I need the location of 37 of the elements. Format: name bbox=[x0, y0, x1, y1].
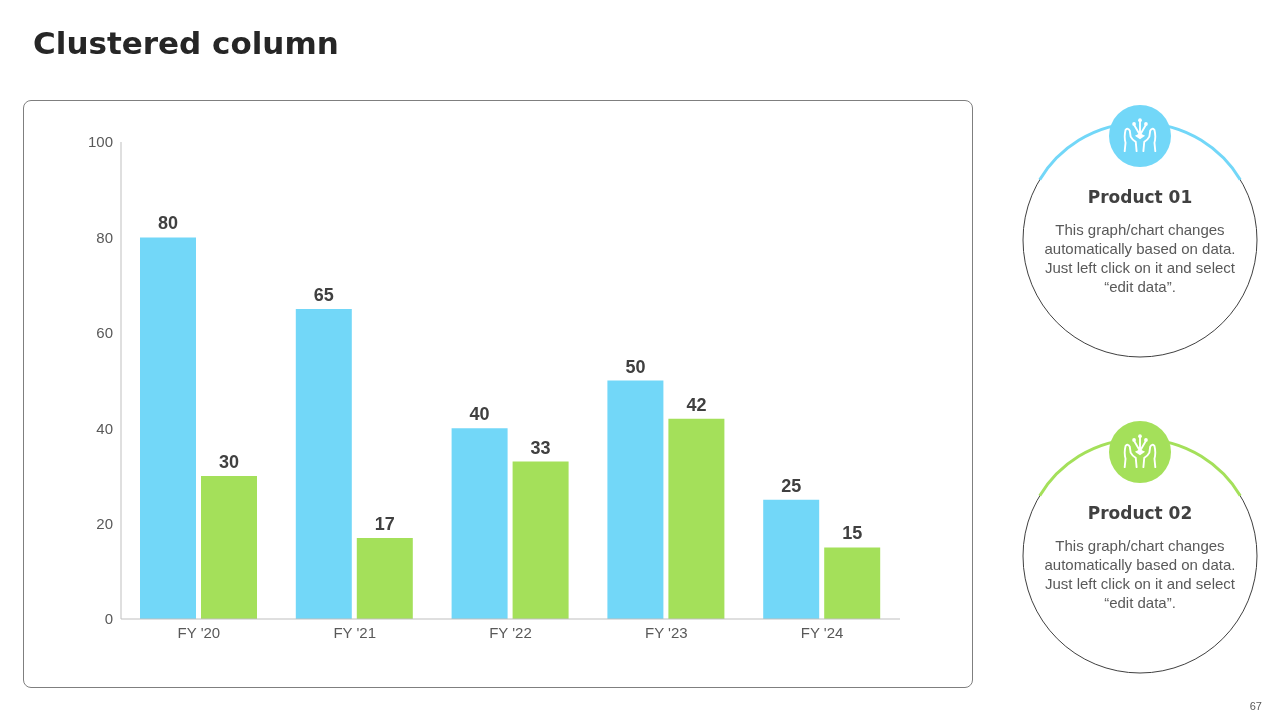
text: 67 bbox=[1249, 700, 1262, 712]
bar bbox=[451, 428, 508, 619]
data-label: 33 bbox=[530, 437, 551, 458]
data-label: 65 bbox=[313, 284, 334, 305]
bar bbox=[668, 418, 725, 619]
bar bbox=[512, 461, 569, 619]
data-label: 40 bbox=[469, 404, 490, 425]
data-label: 17 bbox=[374, 513, 395, 534]
chart-title: Clustered column bbox=[33, 25, 339, 61]
y-tick-label: 100 bbox=[87, 133, 113, 151]
x-tick-label: FY '23 bbox=[644, 623, 688, 641]
bar bbox=[140, 237, 196, 619]
x-tick-label: FY '22 bbox=[489, 623, 532, 641]
bar bbox=[356, 537, 413, 619]
text: Product 02 bbox=[1086, 503, 1194, 523]
y-tick-label: 60 bbox=[96, 324, 113, 342]
data-label: 25 bbox=[781, 475, 802, 496]
y-tick-label: 20 bbox=[96, 514, 113, 532]
data-label: 30 bbox=[218, 451, 240, 472]
x-tick-label: FY '24 bbox=[800, 623, 844, 641]
bar bbox=[824, 547, 881, 619]
y-tick-label: 40 bbox=[96, 419, 113, 437]
bar bbox=[201, 475, 257, 619]
data-label: 15 bbox=[842, 523, 863, 544]
text: This graph/chart changes automatically based on data. Just left click on it and select “edit data”. bbox=[1043, 536, 1237, 612]
data-label: 42 bbox=[686, 394, 707, 415]
x-tick-label: FY '21 bbox=[333, 623, 377, 641]
bar bbox=[295, 308, 352, 619]
text: This graph/chart changes automatically based on data. Just left click on it and select “edit data”. bbox=[1043, 220, 1237, 296]
text: Product 01 bbox=[1086, 187, 1194, 207]
y-tick-label: 0 bbox=[104, 610, 113, 628]
y-tick-label: 80 bbox=[96, 228, 113, 246]
data-label: 80 bbox=[157, 213, 179, 234]
bar bbox=[763, 499, 820, 619]
x-tick-label: FY '20 bbox=[177, 623, 221, 641]
data-label: 50 bbox=[625, 356, 646, 377]
bar bbox=[607, 380, 664, 619]
